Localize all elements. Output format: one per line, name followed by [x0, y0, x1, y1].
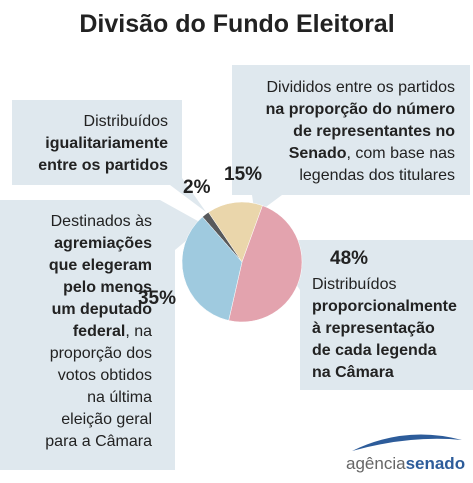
- callout-line: que elegeram: [49, 257, 152, 274]
- callout-text: Distribuídos: [84, 113, 168, 130]
- data-label: 35%: [138, 288, 176, 309]
- callout-box: [270, 240, 473, 390]
- callout-line: para a Câmara: [45, 433, 152, 450]
- callout-text: , na: [125, 323, 152, 340]
- callout-text: agremiações: [54, 235, 152, 252]
- callout-line: à representação: [312, 320, 435, 337]
- callout-line: federal, na: [73, 323, 152, 340]
- callout-text: Senado: [289, 145, 347, 162]
- callout-line: Senado, com base nas: [289, 145, 455, 162]
- callout-line: na Câmara: [312, 364, 394, 381]
- callout-line: de representantes no: [293, 123, 455, 140]
- callout-line: de cada legenda: [312, 342, 437, 359]
- callout-line: eleição geral: [61, 411, 152, 428]
- callout-line: agremiações: [54, 235, 152, 252]
- data-label: 48%: [330, 248, 368, 269]
- callout-line: Destinados às: [51, 213, 152, 230]
- callout-text: que elegeram: [49, 257, 152, 274]
- callout-box: [12, 100, 206, 212]
- chart-title: Divisão do Fundo Eleitoral: [79, 10, 394, 38]
- callout-line: Distribuídos: [84, 113, 168, 130]
- callout-text: Distribuídos: [312, 276, 396, 293]
- logo-swoosh: [352, 434, 462, 451]
- callout-line: votos obtidos: [58, 367, 152, 384]
- pie-slice: [208, 201, 263, 263]
- pie-slice: [181, 216, 243, 321]
- callout-text: federal: [73, 323, 125, 340]
- callout-text: igualitariamente: [45, 135, 168, 152]
- callout-text: para a Câmara: [45, 433, 152, 450]
- callout-text: à representação: [312, 320, 435, 337]
- callout-line: legendas dos titulares: [299, 167, 455, 184]
- callout-line: na proporção do número: [266, 101, 456, 118]
- callout-text: na proporção do número: [266, 101, 456, 118]
- callout-text: entre os partidos: [38, 157, 168, 174]
- logo-part: agência: [346, 454, 406, 473]
- callout-text: pelo menos: [63, 279, 152, 296]
- callout-line: Divididos entre os partidos: [266, 79, 455, 96]
- callout-text: Destinados às: [51, 213, 152, 230]
- callout-text: Divididos entre os partidos: [266, 79, 455, 96]
- logo: agênciasenado: [346, 454, 465, 473]
- callout-text: proporcionalmente: [312, 298, 457, 315]
- callout-box: [232, 65, 470, 215]
- callout-line: entre os partidos: [38, 157, 168, 174]
- callout-line: proporção dos: [50, 345, 152, 362]
- callout-text: eleição geral: [61, 411, 152, 428]
- data-label: 15%: [224, 164, 262, 185]
- callout-text: na última: [87, 389, 152, 406]
- callout-line: proporcionalmente: [312, 298, 457, 315]
- callout-line: igualitariamente: [45, 135, 168, 152]
- callout-box: [0, 200, 205, 470]
- callout-line: Distribuídos: [312, 276, 396, 293]
- callout-text: de cada legenda: [312, 342, 437, 359]
- pie-slice: [228, 205, 303, 323]
- callout-text: na Câmara: [312, 364, 394, 381]
- data-label: 2%: [183, 177, 211, 198]
- callout-text: votos obtidos: [58, 367, 152, 384]
- callout-text: de representantes no: [293, 123, 455, 140]
- callout-text: um deputado: [52, 301, 153, 318]
- callout-line: um deputado: [52, 301, 153, 318]
- callout-text: legendas dos titulares: [299, 167, 455, 184]
- callout-text: proporção dos: [50, 345, 152, 362]
- callout-line: pelo menos: [63, 279, 152, 296]
- callout-line: na última: [87, 389, 152, 406]
- callout-text: , com base nas: [347, 145, 456, 162]
- logo-part: senado: [406, 454, 466, 473]
